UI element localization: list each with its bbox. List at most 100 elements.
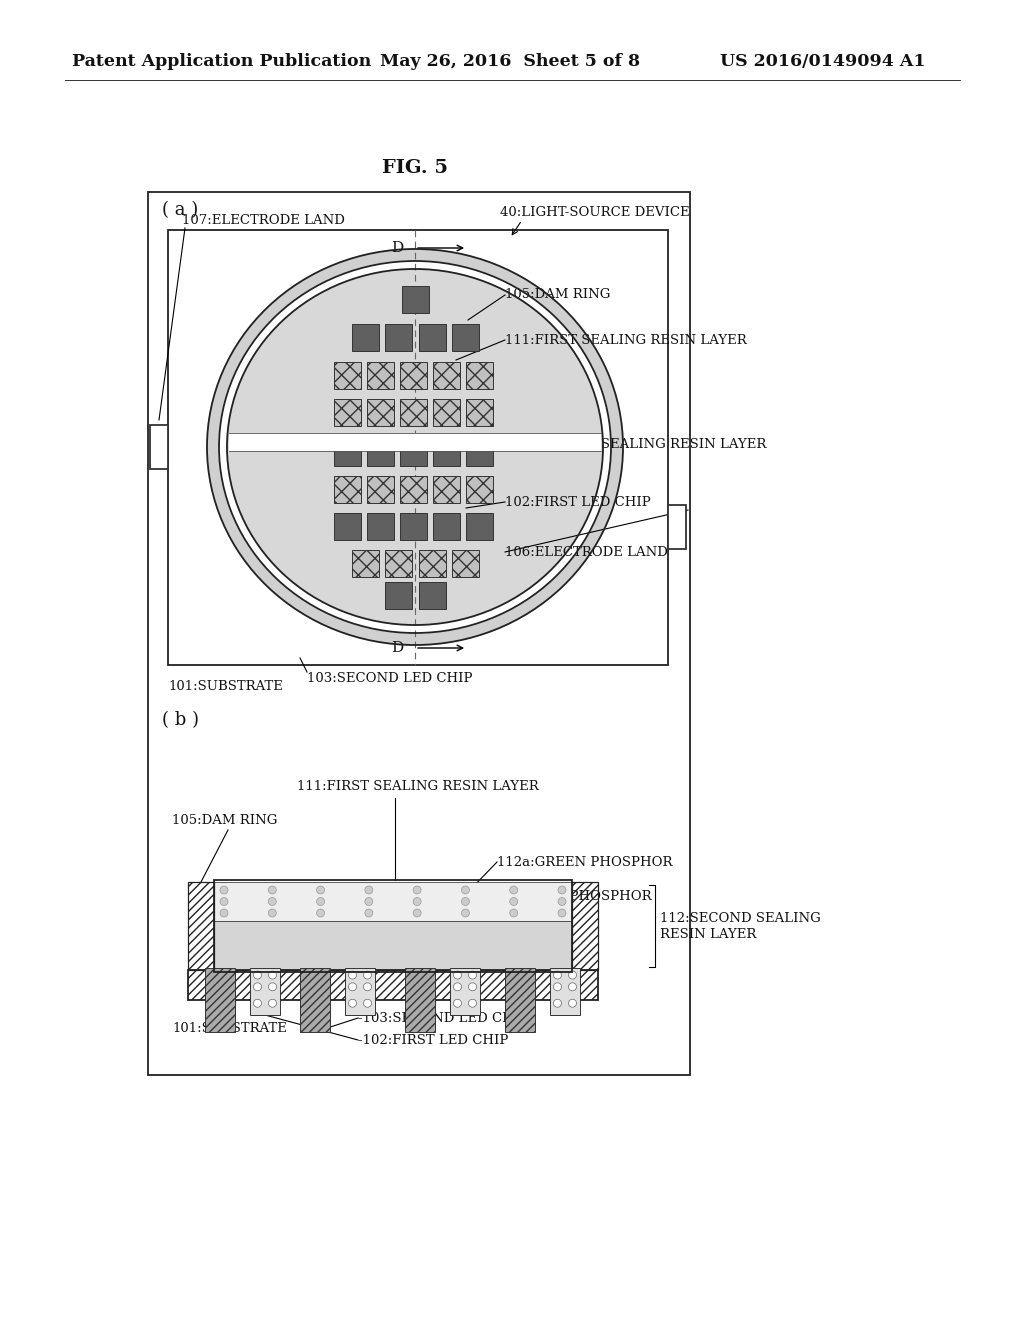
Circle shape <box>568 983 577 991</box>
Polygon shape <box>219 261 611 634</box>
Circle shape <box>365 886 373 894</box>
Bar <box>505 968 535 1032</box>
Circle shape <box>469 972 476 979</box>
Circle shape <box>268 909 276 917</box>
Bar <box>188 882 214 970</box>
Text: -103:SECOND LED CHIP: -103:SECOND LED CHIP <box>358 1011 528 1024</box>
Text: 107:ELECTRODE LAND: 107:ELECTRODE LAND <box>182 214 345 227</box>
Circle shape <box>469 983 476 991</box>
Bar <box>334 475 360 503</box>
Circle shape <box>554 972 561 979</box>
Text: FIG. 5: FIG. 5 <box>382 158 449 177</box>
Circle shape <box>568 972 577 979</box>
Circle shape <box>364 972 372 979</box>
Circle shape <box>316 909 325 917</box>
Bar <box>205 968 234 1032</box>
Circle shape <box>413 886 421 894</box>
Circle shape <box>568 999 577 1007</box>
Bar <box>148 191 690 1074</box>
Circle shape <box>558 886 566 894</box>
Circle shape <box>454 972 462 979</box>
Circle shape <box>413 898 421 906</box>
Bar <box>432 438 460 466</box>
Circle shape <box>554 999 561 1007</box>
Bar <box>250 968 280 1015</box>
Text: 112:SECOND SEALING RESIN LAYER: 112:SECOND SEALING RESIN LAYER <box>505 438 766 451</box>
Text: US 2016/0149094 A1: US 2016/0149094 A1 <box>720 54 926 70</box>
Bar <box>432 399 460 425</box>
Bar <box>399 438 427 466</box>
Text: 112b:RED PHOSPHOR: 112b:RED PHOSPHOR <box>497 890 651 903</box>
Bar <box>466 512 493 540</box>
Bar <box>419 582 445 609</box>
Circle shape <box>510 886 518 894</box>
Bar <box>466 475 493 503</box>
Circle shape <box>364 983 372 991</box>
Text: 112:SECOND SEALING: 112:SECOND SEALING <box>660 912 821 924</box>
Bar <box>367 475 393 503</box>
Bar <box>229 433 601 451</box>
Bar <box>399 362 427 388</box>
Bar <box>384 323 412 351</box>
Circle shape <box>462 909 469 917</box>
Text: -102:FIRST LED CHIP: -102:FIRST LED CHIP <box>358 1034 508 1047</box>
Bar <box>150 425 168 469</box>
Circle shape <box>268 972 276 979</box>
Circle shape <box>316 898 325 906</box>
Bar <box>432 475 460 503</box>
Circle shape <box>510 909 518 917</box>
Text: D: D <box>391 642 403 655</box>
Bar <box>351 549 379 577</box>
Circle shape <box>268 898 276 906</box>
Bar <box>572 882 598 970</box>
Bar <box>168 230 668 665</box>
Text: 111:FIRST SEALING RESIN LAYER: 111:FIRST SEALING RESIN LAYER <box>297 780 539 792</box>
Circle shape <box>558 909 566 917</box>
Text: 105:DAM RING: 105:DAM RING <box>172 813 278 826</box>
Bar <box>450 968 480 1015</box>
Text: D: D <box>391 242 403 255</box>
Circle shape <box>348 972 356 979</box>
Circle shape <box>220 898 228 906</box>
Bar <box>214 880 572 972</box>
Circle shape <box>254 983 261 991</box>
Bar <box>214 921 572 970</box>
Text: 101:SUBSTRATE: 101:SUBSTRATE <box>168 680 283 693</box>
Circle shape <box>454 983 462 991</box>
Bar <box>399 475 427 503</box>
Text: ( a ): ( a ) <box>162 201 199 219</box>
Circle shape <box>558 898 566 906</box>
Text: ( b ): ( b ) <box>162 711 199 729</box>
Circle shape <box>348 999 356 1007</box>
Bar <box>334 399 360 425</box>
Circle shape <box>220 909 228 917</box>
Bar <box>334 438 360 466</box>
Bar <box>432 362 460 388</box>
Bar <box>419 549 445 577</box>
Text: 103:SECOND LED CHIP: 103:SECOND LED CHIP <box>307 672 472 685</box>
Bar <box>452 323 478 351</box>
Text: 111:FIRST SEALING RESIN LAYER: 111:FIRST SEALING RESIN LAYER <box>505 334 746 346</box>
Circle shape <box>469 999 476 1007</box>
Bar <box>432 512 460 540</box>
Bar <box>452 549 478 577</box>
Circle shape <box>364 999 372 1007</box>
Circle shape <box>413 909 421 917</box>
Bar <box>550 968 580 1015</box>
Bar <box>384 582 412 609</box>
Bar <box>384 549 412 577</box>
Text: 105:DAM RING: 105:DAM RING <box>505 289 610 301</box>
Bar <box>345 968 375 1015</box>
Circle shape <box>220 886 228 894</box>
Bar <box>229 433 601 451</box>
Circle shape <box>316 886 325 894</box>
Text: 112a:GREEN PHOSPHOR: 112a:GREEN PHOSPHOR <box>497 855 673 869</box>
Polygon shape <box>207 249 623 645</box>
Circle shape <box>462 886 469 894</box>
Circle shape <box>462 898 469 906</box>
Bar <box>214 882 572 921</box>
Circle shape <box>454 999 462 1007</box>
Circle shape <box>268 999 276 1007</box>
Bar <box>399 399 427 425</box>
Bar <box>334 362 360 388</box>
